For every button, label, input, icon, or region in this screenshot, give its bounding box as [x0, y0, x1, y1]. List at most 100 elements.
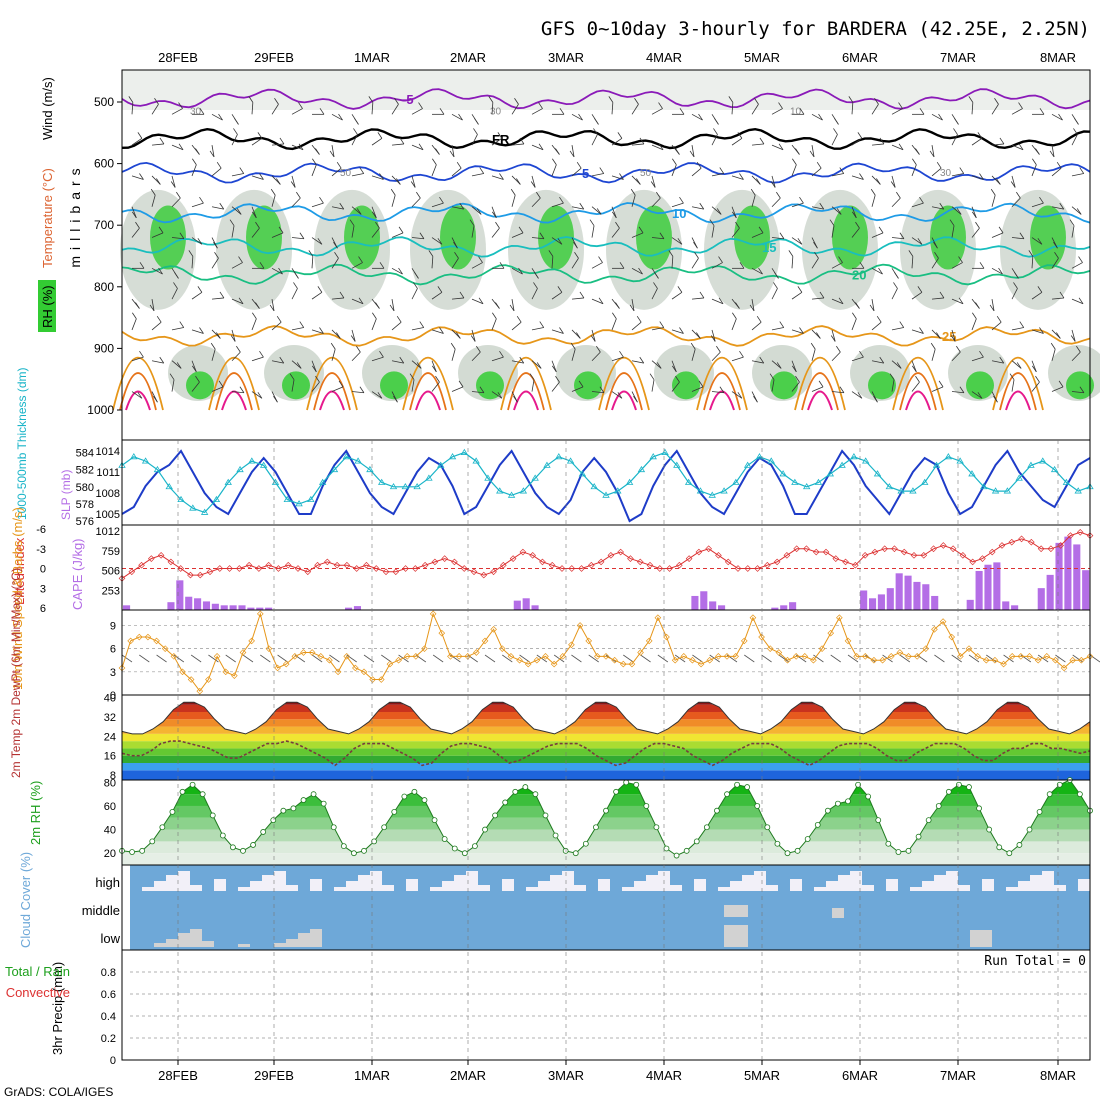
- thickness-marker: [956, 457, 964, 464]
- precip-legend-rain: Total / Rain: [5, 964, 70, 979]
- rh-marker: [956, 781, 962, 788]
- wind-barb-flag: [737, 392, 743, 399]
- wind-barb-flag: [139, 173, 144, 180]
- wind-barb: [531, 197, 541, 207]
- wind10m-marker: [231, 672, 238, 680]
- wind-barb-flag: [659, 232, 665, 239]
- wind-barb: [471, 262, 483, 269]
- wind-barb-flag: [659, 321, 665, 328]
- rh-marker: [734, 781, 740, 788]
- wind-barb-flag: [1013, 282, 1018, 289]
- isotherm-line: [121, 127, 1091, 151]
- wind-barb: [531, 237, 544, 240]
- wind-barb-flag: [869, 304, 875, 312]
- wind10m-marker: [412, 653, 420, 660]
- wind-barb-flag: [709, 219, 715, 226]
- thickness-marker: [862, 457, 870, 464]
- cape-bar: [229, 605, 237, 610]
- wind-barb-flag: [668, 250, 674, 257]
- wind-barb-flag: [514, 98, 519, 105]
- thickness-marker: [389, 483, 398, 490]
- rh-marker: [351, 850, 357, 857]
- thickness-marker: [330, 465, 339, 473]
- wind-barb-flag: [993, 395, 998, 403]
- rh-marker: [199, 791, 206, 798]
- wind-barb-flag: [599, 386, 605, 393]
- cloud-mid-bar: [724, 905, 748, 917]
- wind-barb: [1071, 173, 1084, 177]
- wind10m-marker: [568, 641, 575, 649]
- wind-barb-flag: [570, 342, 576, 350]
- wind-barb: [371, 356, 384, 362]
- wind-barb-flag: [870, 188, 876, 196]
- wind-barb: [251, 356, 264, 362]
- rh-marker: [169, 808, 176, 815]
- wind-barb-flag: [1010, 181, 1016, 188]
- wind-barb-flag: [1078, 297, 1084, 305]
- wind10m-barb: [553, 654, 565, 663]
- wind-barb-flag: [1056, 161, 1062, 169]
- rh-low-green-blob: [1066, 371, 1094, 400]
- wind-barb-flag: [154, 98, 159, 105]
- wind-barb: [571, 206, 584, 210]
- rh-marker: [693, 838, 700, 845]
- wind10m-marker: [1078, 656, 1085, 664]
- rh-marker: [1026, 826, 1033, 833]
- cape-bar: [975, 570, 983, 610]
- wind-barb: [811, 297, 824, 300]
- wind-barb: [731, 391, 743, 399]
- wind-barb-flag: [379, 350, 384, 358]
- wind-barb: [231, 206, 242, 215]
- wind-barb: [751, 195, 756, 207]
- wind10m-marker: [792, 653, 800, 660]
- wind-barb: [971, 356, 984, 362]
- wind-barb: [731, 227, 740, 238]
- wind-tick-label: 0: [110, 690, 116, 702]
- rh-marker: [472, 843, 478, 850]
- lifted-marker: [588, 561, 595, 569]
- thickness-marker: [779, 470, 787, 477]
- cloud-axis-label: Cloud Cover (%): [18, 852, 33, 948]
- wind-barb-flag: [859, 262, 865, 269]
- cloud-high-bar: [478, 885, 490, 891]
- wind-barb: [311, 360, 317, 373]
- wind-barb-flag: [979, 350, 984, 358]
- cloud-high-bar: [562, 871, 574, 891]
- wind-barb-flag: [459, 202, 465, 210]
- wind-barb: [451, 258, 459, 269]
- wind10m-barb: [899, 654, 911, 663]
- wind10m-barb: [502, 654, 513, 663]
- wind-barb: [1011, 197, 1021, 207]
- wind-barb: [551, 360, 557, 373]
- wind-barb-flag: [158, 226, 164, 234]
- wind-barb: [871, 360, 884, 364]
- lifted-marker: [685, 555, 693, 562]
- wind-barb: [631, 232, 644, 238]
- wind-barb-flag: [818, 380, 824, 388]
- wind-barb: [851, 175, 864, 180]
- wind10m-marker: [118, 664, 126, 672]
- wind10m-barb: [744, 654, 755, 663]
- wind-barb: [531, 144, 544, 151]
- wind-barb: [291, 175, 296, 188]
- wind-barb: [171, 175, 176, 188]
- wind-barb: [1031, 237, 1043, 245]
- wind-barb-flag: [1019, 232, 1025, 239]
- wind-barb: [591, 173, 604, 177]
- wind10m-marker: [326, 656, 333, 664]
- thickness-marker: [661, 448, 669, 455]
- cape-bar: [353, 606, 362, 610]
- lifted-marker: [627, 555, 634, 562]
- wind-barb: [951, 351, 961, 361]
- wind-barb-flag: [889, 373, 895, 380]
- wind-barb-flag: [698, 113, 703, 121]
- wind-barb-flag: [233, 128, 238, 135]
- rh-marker: [1016, 842, 1023, 848]
- wind-barb-flag: [619, 173, 624, 180]
- wind-barb: [851, 318, 857, 331]
- wind-barb-flag: [739, 350, 744, 358]
- wind-barb: [891, 379, 895, 392]
- wind-barb-flag: [579, 202, 585, 210]
- wind-barb-flag: [1016, 362, 1022, 369]
